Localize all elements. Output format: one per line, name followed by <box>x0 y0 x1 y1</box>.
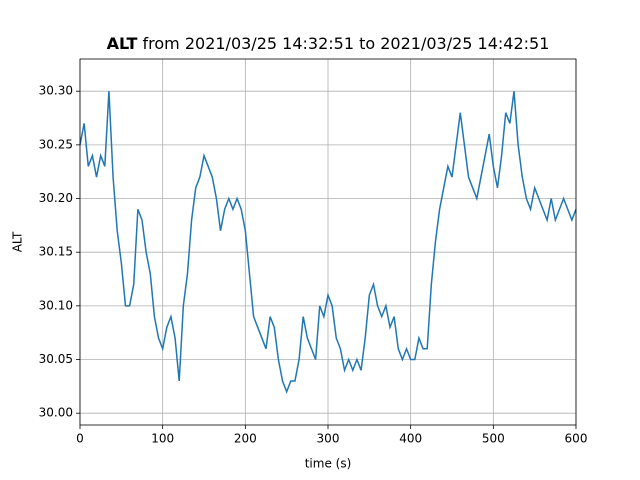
y-tick-label: 30.10 <box>39 298 73 312</box>
x-tick-label: 600 <box>565 432 588 446</box>
title-rest: from 2021/03/25 14:32:51 to 2021/03/25 1… <box>143 34 550 53</box>
y-tick-label: 30.00 <box>39 406 73 420</box>
data-line <box>79 91 577 394</box>
x-tick-label: 100 <box>151 432 174 446</box>
x-tick-label: 0 <box>76 432 84 446</box>
x-axis-label: time (s) <box>305 457 352 471</box>
y-tick-label: 30.15 <box>39 245 73 259</box>
title-bold: ALT <box>107 34 138 53</box>
y-tick-label: 30.25 <box>39 137 73 151</box>
x-tick-label: 300 <box>317 432 340 446</box>
x-tick-label: 400 <box>399 432 422 446</box>
x-tick-label: 500 <box>482 432 505 446</box>
plot-frame <box>79 58 577 426</box>
x-tick-label: 200 <box>234 432 257 446</box>
y-axis-label: ALT <box>11 231 25 252</box>
chart-title: ALT from 2021/03/25 14:32:51 to 2021/03/… <box>107 34 550 53</box>
y-tick-label: 30.30 <box>39 84 73 98</box>
y-tick-label: 30.05 <box>39 352 73 366</box>
y-tick-label: 30.20 <box>39 191 73 205</box>
